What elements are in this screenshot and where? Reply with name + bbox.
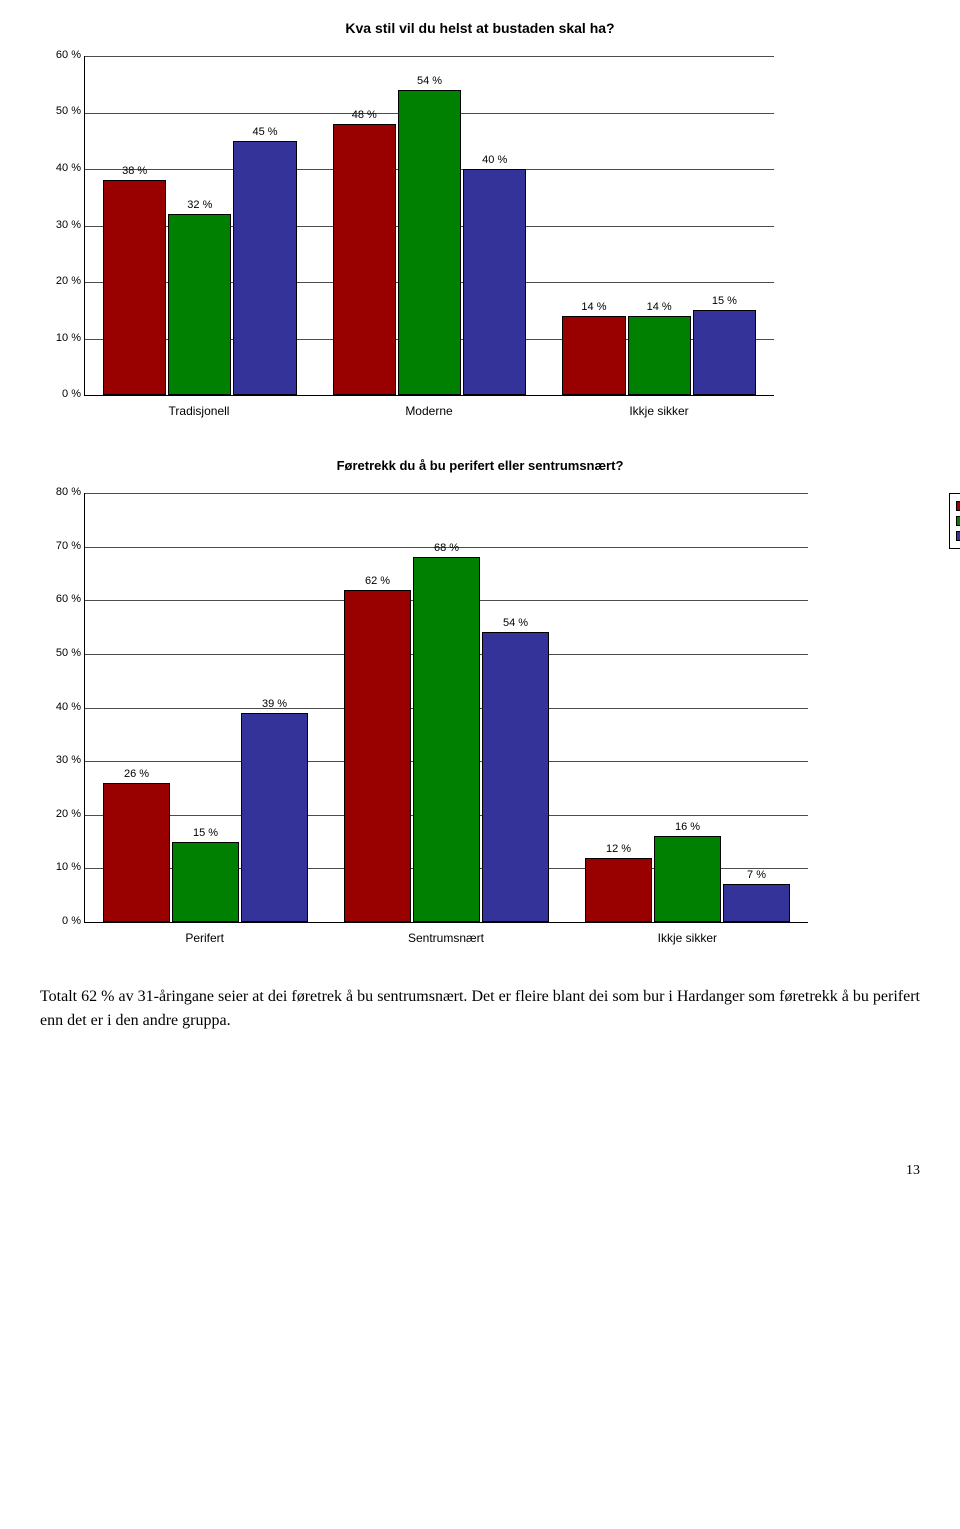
bar-value-label: 39 % [262,698,287,710]
y-tick-label: 20 % [41,808,81,820]
bar-value-label: 14 % [581,301,606,313]
chart-1-plot: 38 %32 %45 %48 %54 %40 %14 %14 %15 % [85,56,774,395]
y-tick-label: 20 % [41,275,81,287]
legend-swatch [956,516,960,526]
y-tick-label: 30 % [41,219,81,231]
bar-group: 38 %32 %45 % [85,56,315,395]
bar: 14 % [562,316,625,395]
bar-value-label: 26 % [124,768,149,780]
legend-swatch [956,531,960,541]
chart-1-y-axis: 0 %10 %20 %30 %40 %50 %60 % [41,56,81,395]
y-tick-label: 0 % [41,915,81,927]
chart-2-plot-wrap: 0 %10 %20 %30 %40 %50 %60 %70 %80 % 26 %… [84,493,808,923]
y-tick-label: 10 % [41,332,81,344]
x-axis-label: Moderne [314,404,544,418]
bar-value-label: 45 % [253,126,278,138]
bar-value-label: 40 % [482,154,507,166]
bar-value-label: 38 % [122,165,147,177]
x-axis-label: Tradisjonell [84,404,314,418]
chart-2-title: Føretrekk du å bu perifert eller sentrum… [40,458,920,473]
chart-2-area: TotaltAnna bostedHardanger 0 %10 %20 %30… [84,493,920,945]
y-tick-label: 30 % [41,754,81,766]
bar: 48 % [333,124,396,395]
y-tick-label: 40 % [41,701,81,713]
bar-value-label: 54 % [503,617,528,629]
bar-value-label: 16 % [675,821,700,833]
legend-item: Hardanger [956,529,960,543]
legend-item: Totalt [956,499,960,513]
y-tick-label: 10 % [41,861,81,873]
bar: 54 % [482,632,549,922]
chart-1-title: Kva stil vil du helst at bustaden skal h… [40,20,920,36]
bar: 12 % [585,858,652,922]
y-tick-label: 50 % [41,647,81,659]
y-tick-label: 80 % [41,486,81,498]
bar-value-label: 68 % [434,542,459,554]
bar-value-label: 15 % [193,827,218,839]
bar-value-label: 7 % [747,869,766,881]
chart-2-plot: 26 %15 %39 %62 %68 %54 %12 %16 %7 % [85,493,808,922]
y-tick-label: 60 % [41,593,81,605]
bar: 14 % [628,316,691,395]
legend-item: Anna bosted [956,514,960,528]
bar-value-label: 32 % [187,199,212,211]
bar-group: 12 %16 %7 % [567,493,808,922]
bar: 68 % [413,557,480,922]
chart-2-y-axis: 0 %10 %20 %30 %40 %50 %60 %70 %80 % [41,493,81,922]
bar: 54 % [398,90,461,395]
legend-swatch [956,501,960,511]
bar-group: 14 %14 %15 % [544,56,774,395]
chart-1-x-labels: TradisjonellModerneIkkje sikker [84,404,774,418]
bar: 26 % [103,783,170,922]
bar-value-label: 15 % [712,295,737,307]
bar: 15 % [172,842,239,922]
x-axis-label: Perifert [84,931,325,945]
chart-2-x-labels: PerifertSentrumsnærtIkkje sikker [84,931,808,945]
y-tick-label: 60 % [41,49,81,61]
y-tick-label: 40 % [41,162,81,174]
bar-group: 26 %15 %39 % [85,493,326,922]
bar: 45 % [233,141,296,395]
x-axis-label: Sentrumsnært [325,931,566,945]
bar: 39 % [241,713,308,922]
chart-2: Føretrekk du å bu perifert eller sentrum… [40,458,920,945]
bar: 15 % [693,310,756,395]
bar-value-label: 54 % [417,75,442,87]
bar: 7 % [723,884,790,922]
y-tick-label: 70 % [41,540,81,552]
bar: 16 % [654,836,721,922]
bar: 40 % [463,169,526,395]
y-tick-label: 0 % [41,388,81,400]
bar: 38 % [103,180,166,395]
chart-1-plot-wrap: 0 %10 %20 %30 %40 %50 %60 % 38 %32 %45 %… [84,56,774,396]
y-tick-label: 50 % [41,105,81,117]
bar-value-label: 12 % [606,843,631,855]
x-axis-label: Ikkje sikker [544,404,774,418]
bar-group: 62 %68 %54 % [326,493,567,922]
bar-value-label: 62 % [365,575,390,587]
bar-value-label: 48 % [352,109,377,121]
chart-2-legend: TotaltAnna bostedHardanger [949,493,960,549]
bar: 32 % [168,214,231,395]
body-paragraph: Totalt 62 % av 31-åringane seier at dei … [40,985,920,1033]
chart-1: Kva stil vil du helst at bustaden skal h… [40,20,920,418]
x-axis-label: Ikkje sikker [567,931,808,945]
page-number: 13 [40,1163,920,1179]
bar-value-label: 14 % [647,301,672,313]
bar-group: 48 %54 %40 % [315,56,545,395]
bar: 62 % [344,590,411,922]
chart-1-area: TotaltAnna bostedHardanger 0 %10 %20 %30… [84,56,920,418]
